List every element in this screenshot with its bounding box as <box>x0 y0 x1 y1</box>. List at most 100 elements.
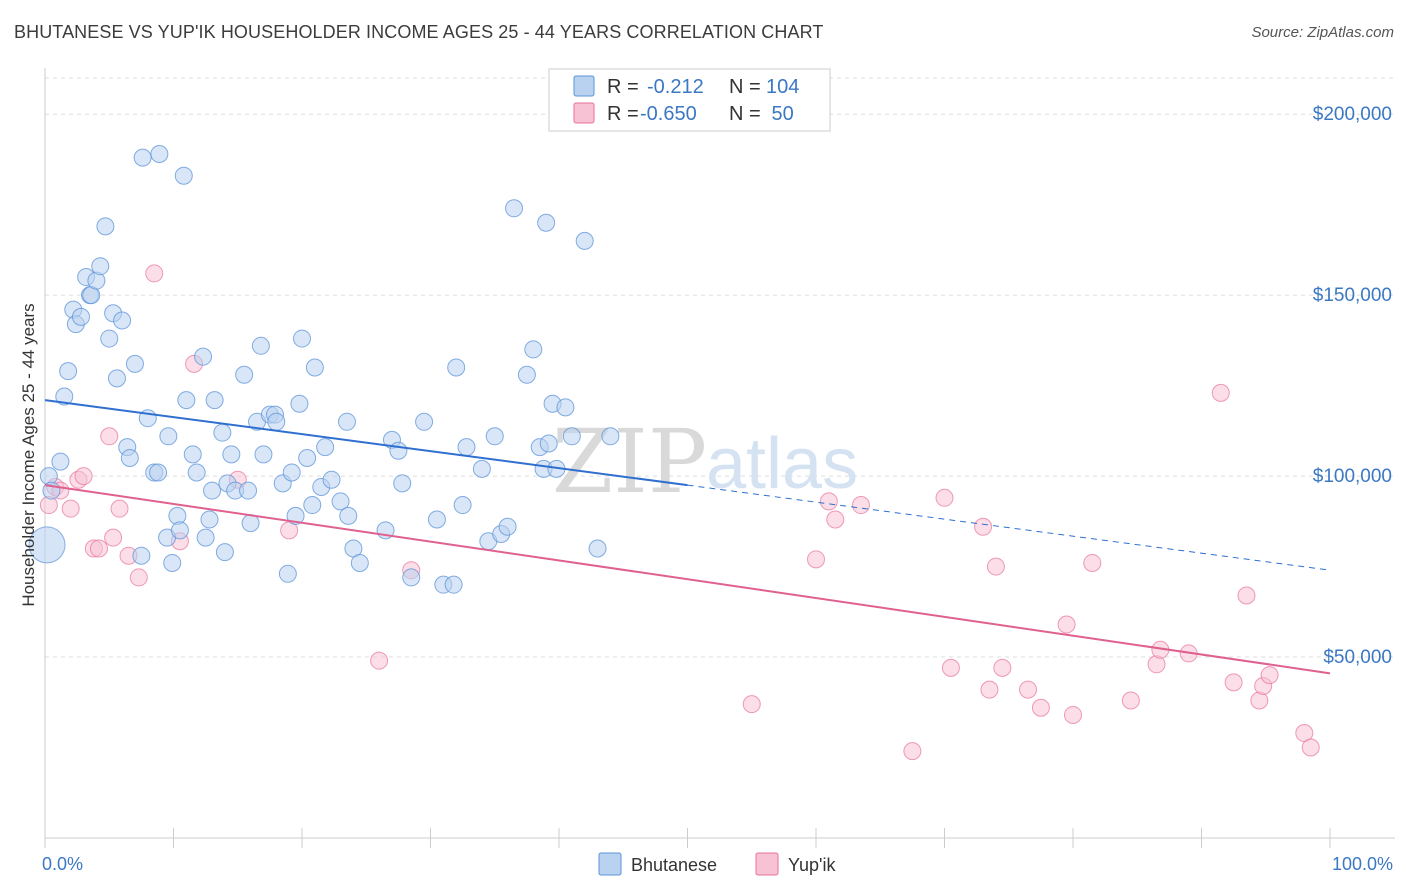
yupik-point <box>826 510 845 529</box>
bhutanese-point <box>170 521 189 540</box>
bhutanese-point <box>187 463 206 482</box>
bottom-legend-bhutanese: Bhutanese <box>631 855 717 875</box>
yupik-point <box>819 492 838 511</box>
source-label: Source: ZipAtlas.com <box>1251 24 1394 41</box>
bottom-swatch-yupik <box>755 852 779 876</box>
bhutanese-point <box>539 434 558 453</box>
bhutanese-point <box>100 329 119 348</box>
bhutanese-point <box>205 391 224 410</box>
bhutanese-point <box>537 213 556 232</box>
bhutanese-point <box>254 445 273 464</box>
bhutanese-point <box>472 459 491 478</box>
yupik-point <box>1121 691 1140 710</box>
bhutanese-point <box>457 438 476 457</box>
yupik-point <box>370 651 389 670</box>
yupik-point <box>993 658 1012 677</box>
yupik-point <box>129 568 148 587</box>
bhutanese-point <box>339 506 358 525</box>
bhutanese-point <box>59 362 78 381</box>
bhutanese-point <box>337 412 356 431</box>
y-tick-label: $50,000 <box>1323 647 1392 668</box>
yupik-point <box>1260 666 1279 685</box>
bhutanese-point <box>107 369 126 388</box>
y-tick-label: $200,000 <box>1313 104 1392 125</box>
bhutanese-point <box>133 148 152 167</box>
bhutanese-points <box>28 145 620 594</box>
yupik-point <box>903 742 922 761</box>
bhutanese-point <box>444 575 463 594</box>
chart-title: BHUTANESE VS YUP'IK HOUSEHOLDER INCOME A… <box>14 22 824 42</box>
yupik-point <box>1031 698 1050 717</box>
correlation-legend: R = -0.212 N = 104 R = -0.650 N = 50 <box>548 68 831 132</box>
bhutanese-point <box>132 546 151 565</box>
watermark-zip: ZIP <box>552 410 707 513</box>
yupik-point <box>1057 615 1076 634</box>
bhutanese-point <box>453 496 472 515</box>
bhutanese-point <box>55 387 74 406</box>
bhutanese-point <box>498 517 517 536</box>
yupik-point <box>851 496 870 515</box>
yupik-point <box>61 499 80 518</box>
bhutanese-point <box>213 423 232 442</box>
legend-r-label: R = <box>607 103 639 125</box>
bhutanese-point <box>91 257 110 276</box>
bhutanese-point <box>196 528 215 547</box>
legend-n-label: N = <box>729 76 761 98</box>
bhutanese-point <box>149 463 168 482</box>
legend-n-label: N = <box>729 103 761 125</box>
bhutanese-point <box>588 539 607 558</box>
bhutanese-point <box>241 514 260 533</box>
trend-lines <box>44 399 1331 675</box>
yupik-point <box>1211 383 1230 402</box>
y-axis-label: Householder Income Ages 25 - 44 years <box>19 303 38 606</box>
yupik-point <box>1064 705 1082 724</box>
bhutanese-point <box>389 441 408 460</box>
bhutanese-point <box>222 445 241 464</box>
yupik-point <box>1083 553 1102 572</box>
bhutanese-trend-line-projected <box>687 484 1331 571</box>
bottom-legend-yupik: Yup'ik <box>788 855 836 875</box>
x-tick-label-start: 0.0% <box>42 854 83 874</box>
bhutanese-point <box>239 481 258 500</box>
bhutanese-point <box>120 449 139 467</box>
bhutanese-point <box>235 365 254 384</box>
y-tick-label: $100,000 <box>1313 466 1392 487</box>
bhutanese-point <box>215 543 234 562</box>
x-tick-labels: 0.0% 100.0% <box>42 854 1393 874</box>
legend-n-value-yupik: 50 <box>766 103 794 125</box>
yupik-point <box>100 427 119 446</box>
bhutanese-point <box>562 427 581 446</box>
bhutanese-point <box>524 340 543 359</box>
yupik-point <box>1237 586 1256 605</box>
bhutanese-point <box>150 145 169 163</box>
yupik-point <box>974 517 993 536</box>
bhutanese-point <box>402 568 421 587</box>
bhutanese-point <box>113 311 132 330</box>
watermark: ZIP atlas <box>552 410 858 513</box>
bhutanese-point <box>331 492 350 511</box>
legend-swatch-bhutanese <box>573 75 595 97</box>
yupik-point <box>980 680 999 699</box>
yupik-point <box>89 539 108 558</box>
bhutanese-point <box>159 427 178 446</box>
bhutanese-point <box>203 481 222 500</box>
bhutanese-point <box>51 452 70 471</box>
yupik-point <box>1301 738 1320 757</box>
yupik-point <box>74 467 93 486</box>
bhutanese-point <box>427 510 446 529</box>
bhutanese-point <box>194 347 213 366</box>
bhutanese-point <box>163 553 182 572</box>
bhutanese-point <box>71 307 90 326</box>
legend-swatch-yupik <box>573 102 595 124</box>
bhutanese-point <box>415 412 434 431</box>
yupik-point <box>986 557 1005 576</box>
bottom-swatch-bhutanese <box>598 852 622 876</box>
bhutanese-point <box>125 354 144 373</box>
legend-r-label: R = <box>607 76 639 98</box>
series-legend: Bhutanese Yup'ik <box>598 852 836 876</box>
bhutanese-point <box>293 329 311 348</box>
bhutanese-point <box>174 166 193 185</box>
bhutanese-point <box>601 427 620 446</box>
axes <box>44 68 1395 848</box>
bhutanese-point <box>350 553 369 572</box>
